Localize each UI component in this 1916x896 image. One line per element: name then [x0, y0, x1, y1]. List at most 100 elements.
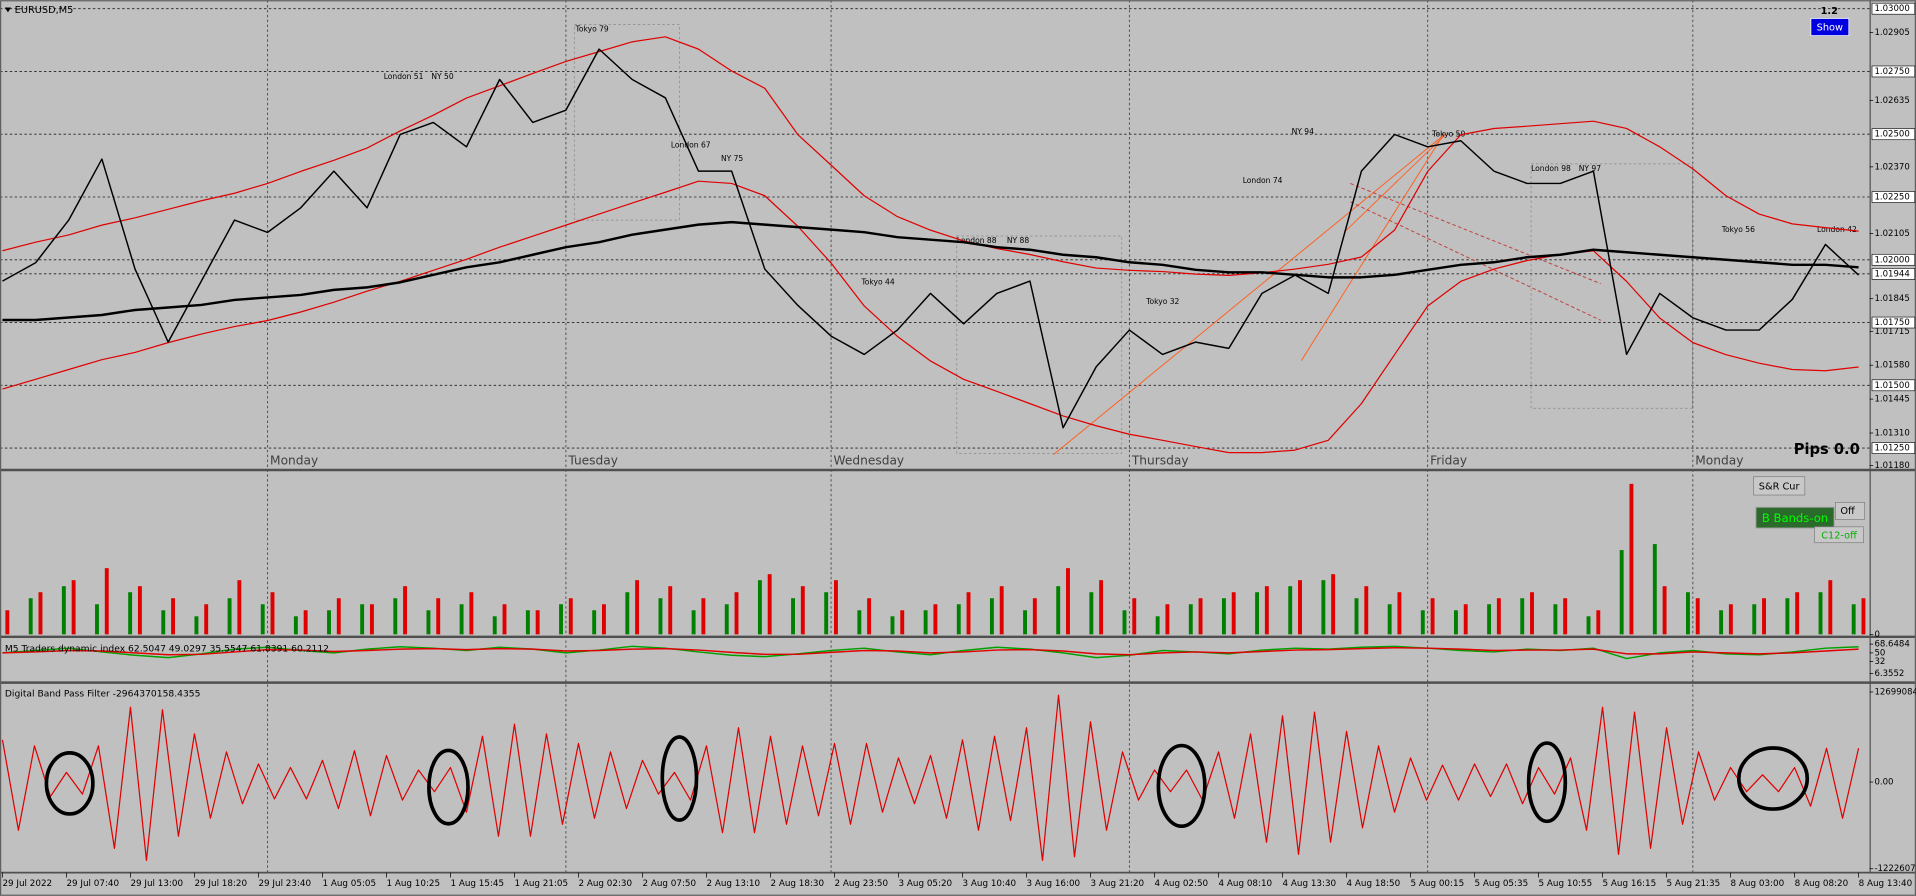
y-tick-label: -12226073 — [1874, 864, 1916, 874]
volume-bar — [1785, 598, 1790, 635]
session-label: London 98 — [1531, 164, 1571, 173]
x-tick-label: 29 Jul 18:20 — [194, 879, 247, 889]
volume-bar — [966, 592, 971, 635]
volume-bar — [691, 610, 696, 635]
volume-bar — [1321, 580, 1326, 635]
volume-bar — [61, 586, 66, 635]
y-tick-label: 68.6484 — [1874, 640, 1909, 650]
volume-bar — [635, 580, 640, 635]
bands-button[interactable] — [1755, 506, 1835, 529]
circle-annotation — [1736, 746, 1810, 811]
circle-annotation — [1156, 743, 1207, 829]
volume-bar — [1099, 580, 1104, 635]
circle-annotation — [44, 751, 95, 816]
volume-bar — [128, 592, 133, 635]
day-label: Thursday — [1131, 453, 1189, 467]
volume-bar — [38, 592, 43, 635]
level-label: 1.01500 — [1874, 381, 1909, 391]
c12-button[interactable] — [1814, 526, 1864, 544]
y-tick-label: 1.02105 — [1874, 229, 1909, 239]
volume-bar — [1188, 604, 1193, 635]
circle-annotation — [660, 735, 699, 822]
volume-bar — [1719, 610, 1724, 635]
volume-bar — [1586, 616, 1591, 635]
y-tick-label: 1.01845 — [1874, 294, 1909, 304]
y-tick-label: 1.02370 — [1874, 162, 1909, 172]
volume-bar — [1795, 592, 1800, 635]
sr-button-label[interactable]: S&R Cur — [1759, 481, 1801, 492]
series-line — [1, 694, 1860, 862]
symbol-label: EURUSD,M5 — [15, 5, 74, 16]
volume-bar — [1023, 610, 1028, 635]
volume-bar — [1553, 604, 1558, 635]
symbol-menu-icon[interactable] — [4, 7, 11, 13]
volume-bar — [1066, 568, 1070, 635]
session-label: NY 75 — [721, 154, 743, 163]
volume-bar — [734, 592, 739, 635]
trend-line — [1343, 134, 1446, 233]
volume-bar — [1221, 598, 1226, 635]
volume-bar — [1122, 610, 1127, 635]
y-tick-label: 1.01715 — [1874, 327, 1909, 337]
volume-bar — [1828, 580, 1833, 635]
off-button-label[interactable]: Off — [1840, 506, 1855, 517]
level-label-box — [1871, 128, 1916, 141]
volume-bar — [1596, 610, 1601, 635]
off-button[interactable] — [1834, 502, 1866, 520]
circle-annotation — [1526, 741, 1568, 824]
y-tick-label: 12699084 — [1874, 687, 1916, 697]
volume-bar — [327, 610, 331, 635]
bands-button-label[interactable]: B Bands-on — [1762, 511, 1828, 525]
y-tick-label: 0.00 — [1874, 778, 1893, 788]
session-box — [573, 24, 680, 221]
volume-bar — [1851, 604, 1856, 635]
level-label: 1.02500 — [1874, 130, 1909, 140]
volume-bar — [791, 598, 795, 635]
volume-bar — [1530, 592, 1534, 635]
session-label: London 51 — [384, 72, 424, 81]
y-tick-label: 1.02635 — [1874, 96, 1909, 106]
volume-bar — [1520, 598, 1525, 635]
x-tick-label: 5 Aug 10:55 — [1539, 879, 1593, 889]
level-label: 1.01944 — [1874, 269, 1909, 279]
volume-bar — [1198, 598, 1203, 635]
level-label: 1.03000 — [1874, 4, 1909, 14]
show-button[interactable] — [1810, 18, 1850, 36]
volume-bar — [601, 604, 606, 635]
volume-bar — [857, 610, 862, 635]
volume-bar — [204, 604, 209, 635]
volume-bar — [668, 586, 673, 635]
volume-bar — [1298, 580, 1302, 635]
x-tick-label: 3 Aug 16:00 — [1027, 879, 1081, 889]
x-tick-label: 29 Jul 13:00 — [130, 879, 183, 889]
x-tick-label: 5 Aug 05:35 — [1475, 879, 1529, 889]
volume-bar — [1264, 586, 1269, 635]
show-button-label[interactable]: Show — [1817, 23, 1843, 34]
volume-bar — [393, 598, 398, 635]
volume-bar — [137, 586, 142, 635]
x-tick-label: 2 Aug 18:30 — [770, 879, 824, 889]
x-tick-label: 5 Aug 16:15 — [1603, 879, 1657, 889]
volume-bar — [502, 604, 507, 635]
c12-button-label[interactable]: C12-off — [1821, 530, 1857, 541]
session-box — [1530, 163, 1693, 409]
volume-bar — [1387, 604, 1392, 635]
volume-bar — [1331, 574, 1336, 635]
volume-bar — [923, 610, 928, 635]
volume-bar — [1453, 610, 1458, 635]
day-label: Wednesday — [834, 453, 905, 467]
volume-bar — [1165, 604, 1170, 635]
y-tick-label: 1.02905 — [1874, 28, 1909, 38]
sr-button[interactable] — [1753, 476, 1806, 496]
x-tick-label: 29 Jul 07:40 — [66, 879, 119, 889]
level-label: 1.02250 — [1874, 193, 1909, 203]
volume-bar — [1132, 598, 1137, 635]
volume-bar — [1629, 483, 1634, 635]
x-tick-label: 1 Aug 21:05 — [514, 879, 568, 889]
controls: EURUSD,M5 1.2 Show Pips 0.0 S&R Cur B Ba… — [4, 5, 1866, 544]
series-line — [2, 48, 1860, 429]
volume-bar — [999, 586, 1004, 635]
volume-bar — [459, 604, 464, 635]
